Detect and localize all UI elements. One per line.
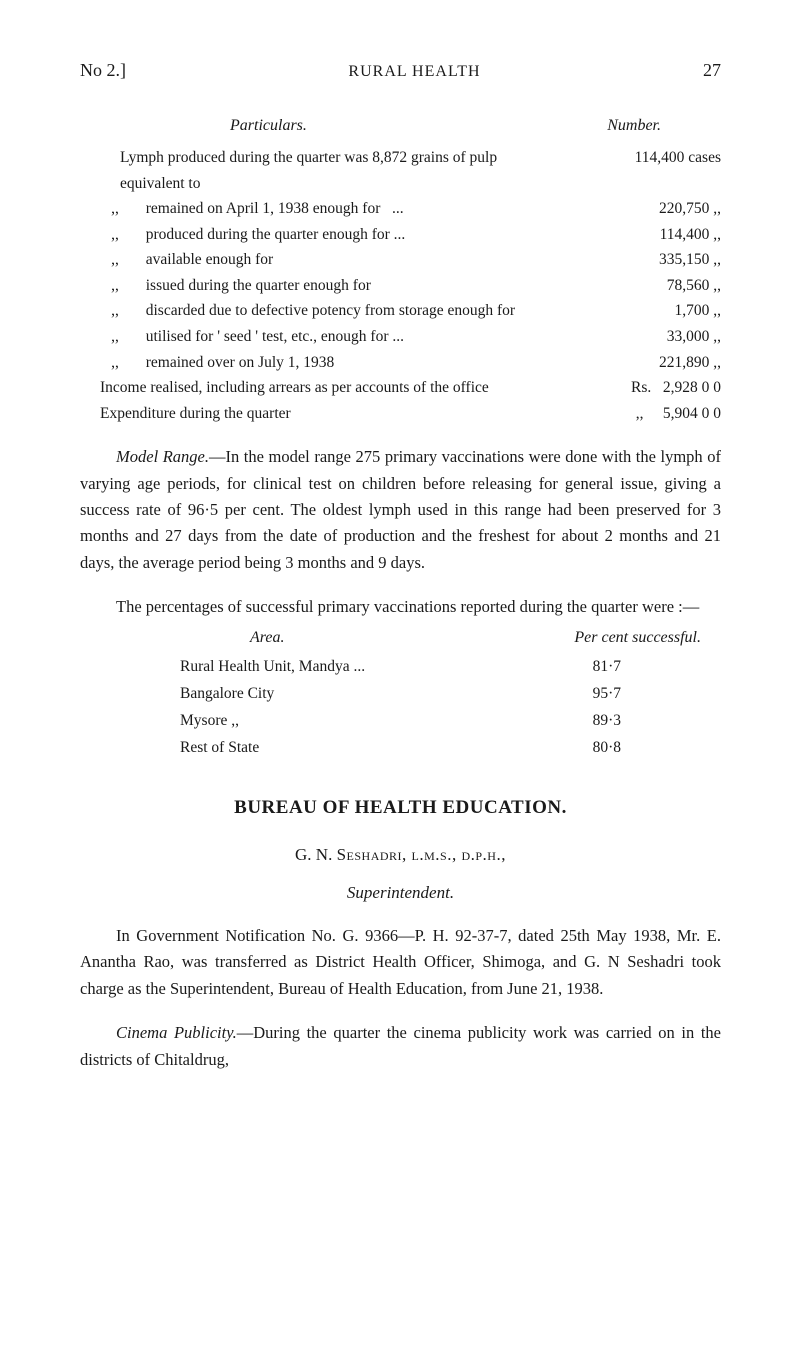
area-value: 80·8 — [593, 734, 621, 761]
ledger-label: ,, remained over on July 1, 1938 — [80, 350, 561, 376]
area-row: Mysore ,, 89·3 — [80, 707, 721, 734]
area-label: Bangalore City — [180, 680, 274, 707]
ledger-label-text: remained on April 1, 1938 enough for ... — [146, 200, 404, 217]
ledger-row: ,, produced during the quarter enough fo… — [80, 222, 721, 248]
page-container: No 2.] RURAL HEALTH 27 Particulars. Numb… — [0, 0, 801, 1113]
ledger-label-text: discarded due to defective potency from … — [146, 302, 515, 319]
section-heading-bureau: BUREAU OF HEALTH EDUCATION. — [80, 797, 721, 819]
area-col-percent: Per cent successful. — [574, 629, 701, 647]
para-lead-italic: Model Range. — [116, 447, 209, 466]
paragraph-percentages-intro: The percentages of successful primary va… — [80, 594, 721, 620]
para-lead-italic: Cinema Publicity. — [116, 1023, 237, 1042]
income-label: Income realised, including arrears as pe… — [80, 375, 561, 401]
paragraph-bureau-2: Cinema Publicity.—During the quarter the… — [80, 1020, 721, 1073]
area-label: Rural Health Unit, Mandya ... — [180, 653, 365, 680]
author-credentials: , l.m.s., d.p.h., — [402, 845, 506, 864]
ledger-label: ,, available enough for — [80, 247, 561, 273]
ledger-label: ,, produced during the quarter enough fo… — [80, 222, 561, 248]
paragraph-bureau-1: In Government Notification No. G. 9366—P… — [80, 923, 721, 1002]
area-table: Area. Per cent successful. Rural Health … — [80, 629, 721, 762]
ditto-mark: ,, — [120, 222, 138, 248]
ledger-label-text: utilised for ' seed ' test, etc., enough… — [146, 328, 404, 345]
ledger-value: 335,150 ,, — [561, 247, 721, 273]
ledger-row: ,, available enough for 335,150 ,, — [80, 247, 721, 273]
area-label: Mysore ,, — [180, 707, 239, 734]
ditto-mark: ,, — [636, 405, 644, 422]
author-surname: Seshadri — [337, 845, 402, 864]
ledger-value: 33,000 ,, — [561, 324, 721, 350]
ledger-row: ,, discarded due to defective potency fr… — [80, 298, 721, 324]
ditto-mark: ,, — [120, 196, 138, 222]
ledger-value: 114,400 ,, — [561, 222, 721, 248]
area-value: 89·3 — [593, 707, 621, 734]
ledger-value: 114,400 cases — [561, 145, 721, 171]
header-title: RURAL HEALTH — [348, 63, 480, 81]
area-row: Rural Health Unit, Mandya ... 81·7 — [80, 653, 721, 680]
area-label: Rest of State — [180, 734, 259, 761]
author-prefix: G. N. — [295, 845, 337, 864]
expenditure-amount: 5,904 0 0 — [663, 405, 721, 422]
ditto-mark: ,, — [120, 247, 138, 273]
ledger-header-particulars: Particulars. — [230, 117, 307, 135]
income-value: Rs. 2,928 0 0 — [561, 375, 721, 401]
ledger-label-text: produced during the quarter enough for .… — [146, 226, 406, 243]
ledger-value: 221,890 ,, — [561, 350, 721, 376]
currency-label: Rs. — [631, 379, 651, 396]
ledger-label-text: issued during the quarter enough for — [146, 277, 371, 294]
ditto-mark: ,, — [120, 324, 138, 350]
expenditure-value: ,, 5,904 0 0 — [561, 401, 721, 427]
ledger-row: ,, issued during the quarter enough for … — [80, 273, 721, 299]
ledger-label-text: remained over on July 1, 1938 — [146, 354, 335, 371]
ledger-label-text: available enough for — [146, 251, 273, 268]
ditto-mark: ,, — [120, 298, 138, 324]
header-page-number: 27 — [703, 60, 721, 81]
ledger-label: ,, remained on April 1, 1938 enough for … — [80, 196, 561, 222]
ledger-label: Lymph produced during the quarter was 8,… — [80, 145, 561, 196]
income-amount: 2,928 0 0 — [663, 379, 721, 396]
ledger-label: ,, discarded due to defective potency fr… — [80, 298, 561, 324]
author-line: G. N. Seshadri, l.m.s., d.p.h., — [80, 845, 721, 865]
area-value: 95·7 — [593, 680, 621, 707]
area-value: 81·7 — [593, 653, 621, 680]
paragraph-model-range: Model Range.—In the model range 275 prim… — [80, 444, 721, 576]
ledger-header-number: Number. — [607, 117, 661, 135]
ledger-row: ,, remained on April 1, 1938 enough for … — [80, 196, 721, 222]
ledger-row: ,, remained over on July 1, 1938 221,890… — [80, 350, 721, 376]
area-row: Bangalore City 95·7 — [80, 680, 721, 707]
expenditure-label: Expenditure during the quarter — [80, 401, 561, 427]
ledger-value: 220,750 ,, — [561, 196, 721, 222]
ditto-mark: ,, — [120, 350, 138, 376]
ledger-value: 78,560 ,, — [561, 273, 721, 299]
expenditure-row: Expenditure during the quarter ,, 5,904 … — [80, 401, 721, 427]
ledger-label: ,, issued during the quarter enough for — [80, 273, 561, 299]
ledger-value: 1,700 ,, — [561, 298, 721, 324]
income-row: Income realised, including arrears as pe… — [80, 375, 721, 401]
running-header: No 2.] RURAL HEALTH 27 — [80, 60, 721, 81]
ledger-label: ,, utilised for ' seed ' test, etc., eno… — [80, 324, 561, 350]
ledger-row: Lymph produced during the quarter was 8,… — [80, 145, 721, 196]
ledger-row: ,, utilised for ' seed ' test, etc., eno… — [80, 324, 721, 350]
area-row: Rest of State 80·8 — [80, 734, 721, 761]
area-table-header: Area. Per cent successful. — [80, 629, 721, 647]
area-col-area: Area. — [250, 629, 285, 647]
ledger-header-row: Particulars. Number. — [80, 117, 721, 135]
author-role: Superintendent. — [80, 883, 721, 903]
header-issue-number: No 2.] — [80, 60, 126, 81]
ditto-mark: ,, — [120, 273, 138, 299]
